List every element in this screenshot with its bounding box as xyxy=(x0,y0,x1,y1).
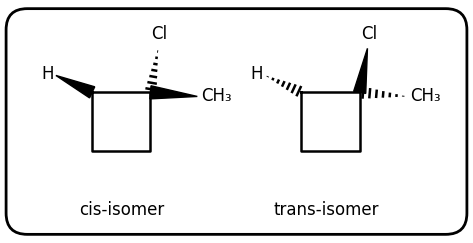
Text: H: H xyxy=(41,65,53,83)
Text: Cl: Cl xyxy=(151,25,168,43)
FancyBboxPatch shape xyxy=(6,9,467,234)
Text: trans-isomer: trans-isomer xyxy=(273,201,378,219)
Text: CH₃: CH₃ xyxy=(410,87,441,105)
Text: Cl: Cl xyxy=(361,25,377,43)
Text: cis-isomer: cis-isomer xyxy=(79,201,164,219)
Text: CH₃: CH₃ xyxy=(201,87,232,105)
Polygon shape xyxy=(150,86,197,99)
Text: H: H xyxy=(250,65,263,83)
Polygon shape xyxy=(354,48,368,93)
Polygon shape xyxy=(56,76,95,98)
